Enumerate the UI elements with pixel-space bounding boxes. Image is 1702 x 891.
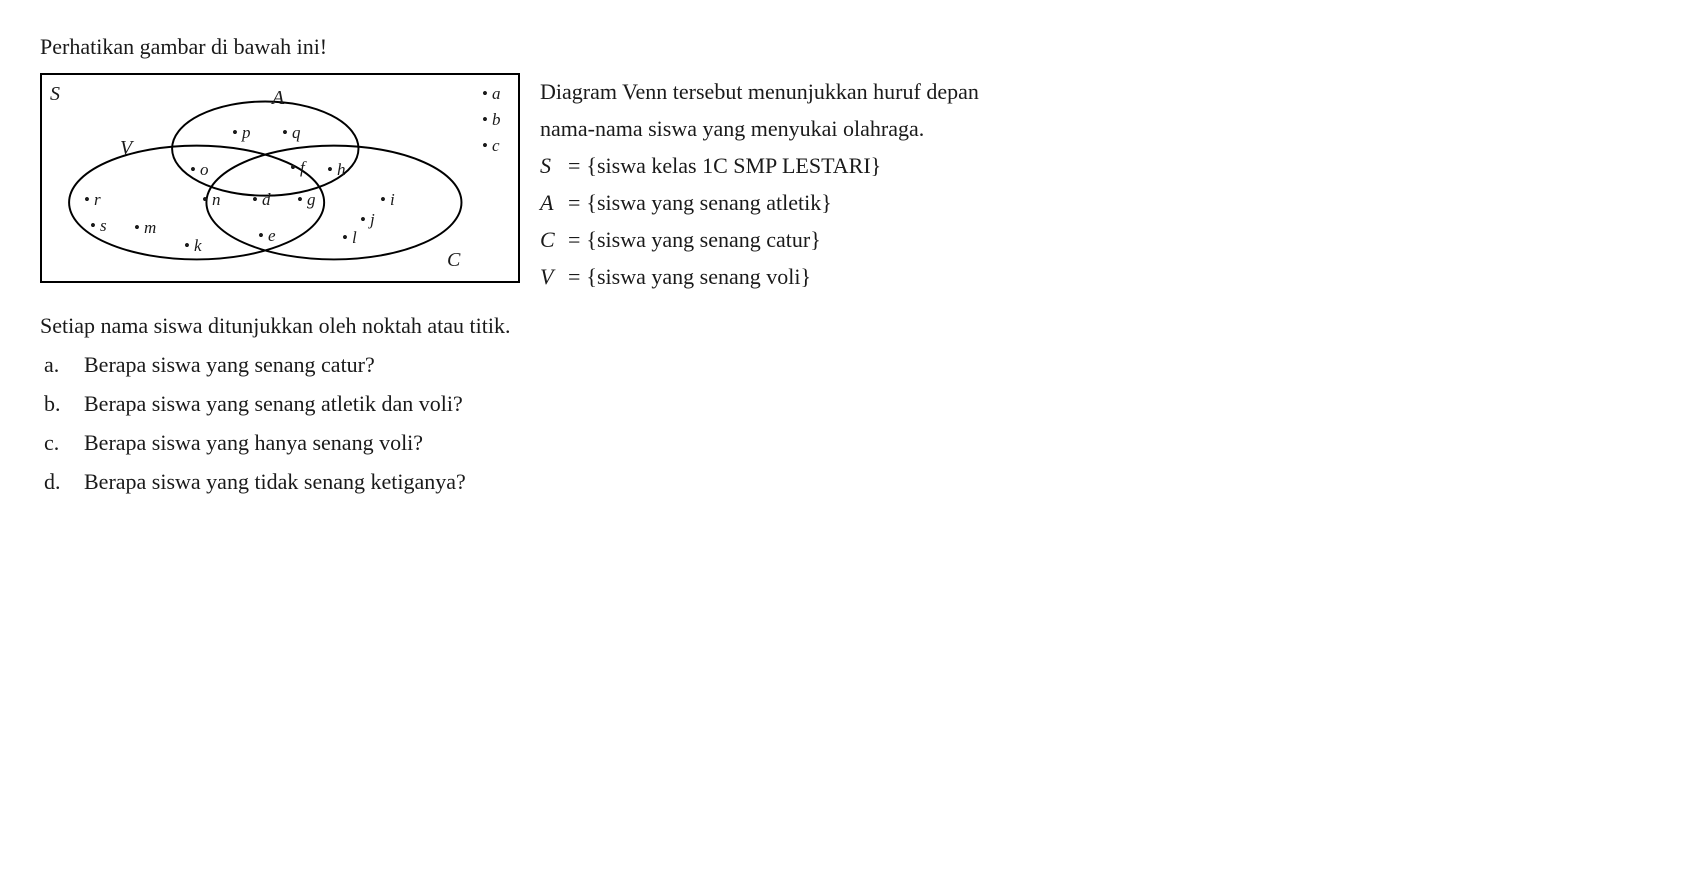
point-j: j: [360, 207, 375, 233]
venn-diagram: S A V C a b c p q o f h r n d g i s m j …: [40, 73, 520, 283]
label-S: S: [50, 79, 60, 109]
set-val-C: {siswa yang senang catur}: [586, 223, 820, 256]
set-var-S: S: [540, 149, 562, 182]
desc-line-2: nama-nama siswa yang menyukai olahraga.: [540, 112, 1662, 145]
q-letter-d: d.: [44, 465, 66, 498]
point-g: g: [297, 187, 315, 213]
desc-line-1: Diagram Venn tersebut menunjukkan huruf …: [540, 75, 1662, 108]
label-C: C: [447, 245, 460, 275]
point-n: n: [202, 187, 220, 213]
set-row-C: C = {siswa yang senang catur}: [540, 223, 1662, 256]
set-val-V: {siswa yang senang voli}: [586, 260, 811, 293]
set-eq-V: =: [568, 260, 580, 293]
point-f: f: [290, 155, 305, 181]
point-c: c: [482, 133, 500, 159]
q-letter-a: a.: [44, 348, 66, 381]
point-b: b: [482, 107, 500, 133]
question-d: d. Berapa siswa yang tidak senang ketiga…: [40, 465, 1662, 498]
set-row-V: V = {siswa yang senang voli}: [540, 260, 1662, 293]
below-intro: Setiap nama siswa ditunjukkan oleh nokta…: [40, 309, 1662, 342]
label-A: A: [272, 83, 284, 113]
set-row-S: S = {siswa kelas 1C SMP LESTARI}: [540, 149, 1662, 182]
point-s: s: [90, 213, 107, 239]
point-e: e: [258, 223, 276, 249]
point-k: k: [184, 233, 202, 259]
point-i: i: [380, 187, 395, 213]
description: Diagram Venn tersebut menunjukkan huruf …: [540, 73, 1662, 297]
set-var-A: A: [540, 186, 562, 219]
point-m: m: [134, 215, 156, 241]
set-eq-C: =: [568, 223, 580, 256]
set-row-A: A = {siswa yang senang atletik}: [540, 186, 1662, 219]
set-eq-S: =: [568, 149, 580, 182]
point-p: p: [232, 120, 250, 146]
point-d: d: [252, 187, 270, 213]
set-var-V: V: [540, 260, 562, 293]
top-row: S A V C a b c p q o f h r n d g i s m j …: [40, 73, 1662, 297]
q-text-a: Berapa siswa yang senang catur?: [84, 348, 375, 381]
q-text-d: Berapa siswa yang tidak senang ketiganya…: [84, 465, 466, 498]
point-a: a: [482, 81, 500, 107]
q-letter-b: b.: [44, 387, 66, 420]
point-r: r: [84, 187, 101, 213]
label-V: V: [120, 133, 132, 163]
set-var-C: C: [540, 223, 562, 256]
question-c: c. Berapa siswa yang hanya senang voli?: [40, 426, 1662, 459]
point-l: l: [342, 225, 357, 251]
point-h: h: [327, 157, 345, 183]
set-val-S: {siswa kelas 1C SMP LESTARI}: [586, 149, 881, 182]
question-a: a. Berapa siswa yang senang catur?: [40, 348, 1662, 381]
point-o: o: [190, 157, 208, 183]
instruction-text: Perhatikan gambar di bawah ini!: [40, 30, 1662, 63]
question-b: b. Berapa siswa yang senang atletik dan …: [40, 387, 1662, 420]
below-section: Setiap nama siswa ditunjukkan oleh nokta…: [40, 309, 1662, 498]
point-q: q: [282, 120, 300, 146]
q-text-c: Berapa siswa yang hanya senang voli?: [84, 426, 423, 459]
set-eq-A: =: [568, 186, 580, 219]
q-text-b: Berapa siswa yang senang atletik dan vol…: [84, 387, 463, 420]
q-letter-c: c.: [44, 426, 66, 459]
set-val-A: {siswa yang senang atletik}: [586, 186, 831, 219]
